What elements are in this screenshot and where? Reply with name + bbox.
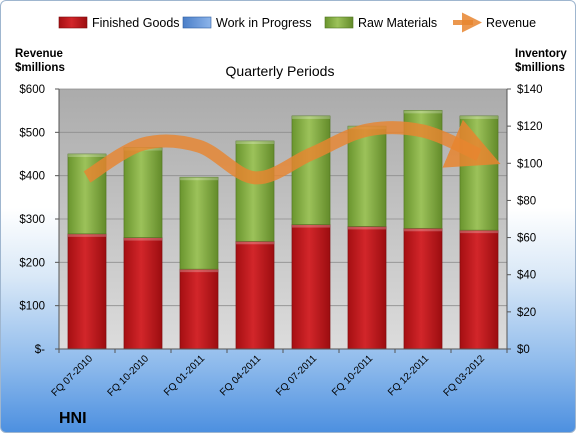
bar-finished-goods-top-highlight <box>123 237 163 241</box>
legend-swatch-work-in-progress <box>182 16 212 29</box>
bar-finished-goods[interactable] <box>67 233 107 350</box>
bar-finished-goods-top-highlight <box>291 224 331 228</box>
left-tick-label: $600 <box>19 84 45 96</box>
bar-raw-materials-top-highlight <box>67 154 107 157</box>
bars <box>67 110 499 350</box>
right-tick-label: $0 <box>517 344 530 356</box>
x-category-label: FQ 10-2010 <box>106 353 152 399</box>
bar-raw-materials[interactable] <box>179 176 219 270</box>
x-category-label: FQ 03-2012 <box>442 353 488 399</box>
right-tick-label: $120 <box>517 121 543 133</box>
x-category-label: FQ 04-2011 <box>218 353 263 398</box>
right-tick-label: $60 <box>517 233 536 245</box>
legend-label-revenue: Revenue <box>486 16 536 30</box>
right-axis-title-line2: $millions <box>515 62 565 74</box>
legend-label-work-in-progress: Work in Progress <box>216 16 312 30</box>
right-tick-label: $40 <box>517 270 536 282</box>
left-axis-title-line2: $millions <box>15 62 65 74</box>
right-axis-title-line1: Inventory <box>515 48 567 60</box>
bar-finished-goods[interactable] <box>291 224 331 350</box>
revenue-line-layer <box>83 119 501 185</box>
bar-finished-goods-top-highlight <box>235 241 275 245</box>
x-category-label: FQ 07-2011 <box>274 353 319 398</box>
bar-raw-materials-top-highlight <box>291 115 331 119</box>
bar-raw-materials-top-highlight <box>403 110 443 114</box>
chart-title: Quarterly Periods <box>226 63 335 79</box>
bar-raw-materials[interactable] <box>459 115 499 231</box>
bar-raw-materials[interactable] <box>123 147 163 238</box>
bar-raw-materials[interactable] <box>291 115 331 225</box>
legend-item-raw-materials[interactable]: Raw Materials <box>324 16 437 30</box>
bar-finished-goods[interactable] <box>235 240 275 350</box>
right-tick-label: $100 <box>517 158 543 170</box>
legend: Finished Goods Work in Progress Raw Mate… <box>58 12 536 33</box>
x-category-label: FQ 01-2011 <box>162 353 207 398</box>
legend-label-finished-goods: Finished Goods <box>92 16 180 30</box>
left-tick-label: $200 <box>19 257 45 269</box>
right-tick-label: $80 <box>517 195 536 207</box>
right-tick-label: $20 <box>517 307 536 319</box>
left-tick-label: $400 <box>19 171 45 183</box>
bar-finished-goods-top-highlight <box>179 269 219 273</box>
bar-raw-materials-top-highlight <box>179 177 219 181</box>
left-tick-label: $100 <box>19 301 45 313</box>
bar-finished-goods[interactable] <box>347 226 387 350</box>
bar-finished-goods[interactable] <box>179 268 219 350</box>
left-tick-label: $- <box>35 344 45 356</box>
bar-finished-goods-top-highlight <box>347 226 387 230</box>
bar-raw-materials[interactable] <box>235 140 275 242</box>
legend-item-work-in-progress[interactable]: Work in Progress <box>182 16 312 30</box>
left-axis-title-line1: Revenue <box>15 48 63 60</box>
left-tick-label: $300 <box>19 214 45 226</box>
bar-finished-goods-top-highlight <box>403 228 443 232</box>
legend-label-raw-materials: Raw Materials <box>358 16 437 30</box>
bar-finished-goods[interactable] <box>459 229 499 350</box>
bar-finished-goods-top-highlight <box>459 230 499 234</box>
company-ticker: HNI <box>59 410 87 427</box>
bar-finished-goods[interactable] <box>403 227 443 350</box>
left-tick-label: $500 <box>19 127 45 139</box>
bar-finished-goods-top-highlight <box>67 233 107 237</box>
legend-item-finished-goods[interactable]: Finished Goods <box>58 16 180 30</box>
bar-raw-materials-top-highlight <box>459 115 499 119</box>
bar-finished-goods[interactable] <box>123 237 163 350</box>
bar-raw-materials-top-highlight <box>235 141 275 144</box>
legend-swatch-raw-materials <box>324 16 354 29</box>
bar-raw-materials[interactable] <box>347 125 387 227</box>
legend-item-revenue[interactable]: Revenue <box>453 12 536 33</box>
x-category-label: FQ 12-2011 <box>386 353 431 398</box>
x-category-label: FQ 07-2010 <box>50 353 96 399</box>
x-category-label: FQ 10-2011 <box>330 353 375 398</box>
revenue-line[interactable] <box>83 119 501 185</box>
right-tick-label: $140 <box>517 84 543 96</box>
legend-swatch-finished-goods <box>58 16 88 29</box>
